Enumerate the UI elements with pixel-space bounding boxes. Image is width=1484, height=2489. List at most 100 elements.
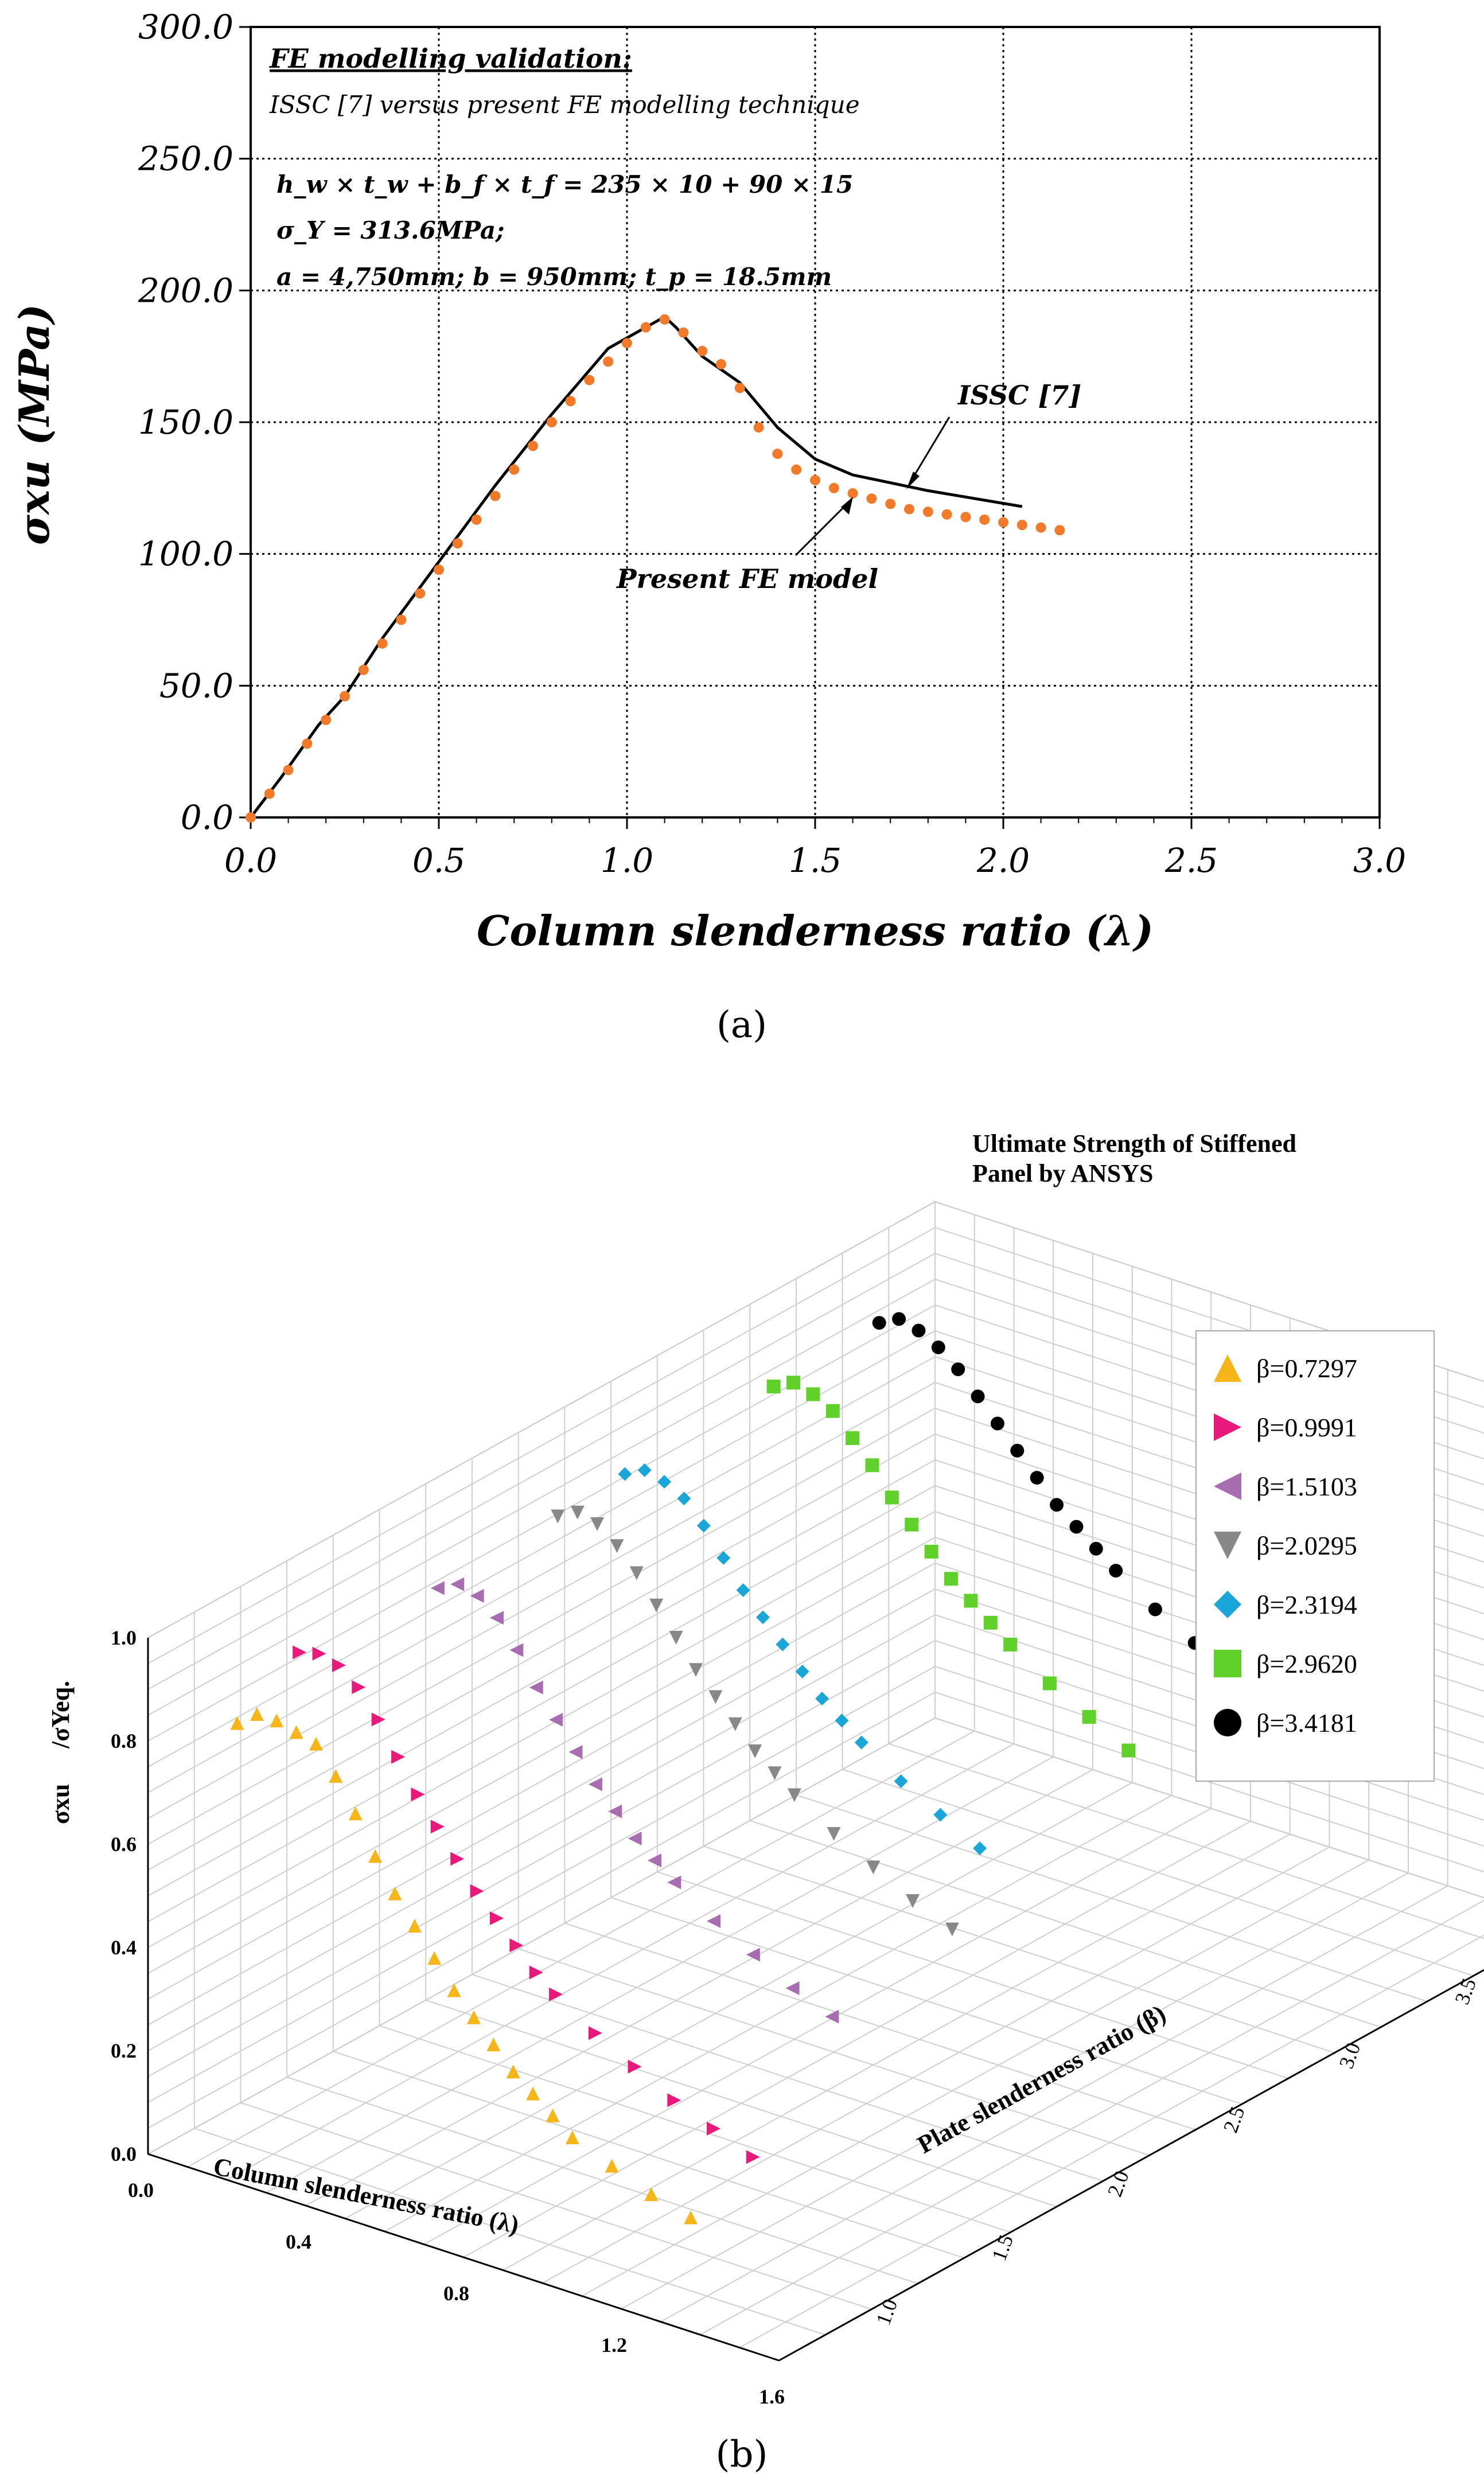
- panel-b-legend-marker: [1214, 1591, 1241, 1618]
- panel-a-series: [246, 314, 1065, 823]
- panel-b-point: [565, 2130, 579, 2145]
- panel-b-legend-marker: [1214, 1473, 1241, 1500]
- panel-b-legend-marker: [1214, 1532, 1241, 1559]
- panel-b-floor-gridline: [286, 2076, 918, 2284]
- panel-b-point: [470, 1589, 484, 1603]
- panel-b-point: [795, 1664, 809, 1678]
- panel-b-back-gridline: [934, 1201, 1484, 1382]
- panel-b-point: [309, 1736, 323, 1751]
- panel-b-floor-gridline: [518, 1948, 1150, 2156]
- panel-b-floor-gridline: [503, 1833, 1291, 2271]
- panel-b-point: [486, 2038, 501, 2052]
- panel-b-point: [677, 1491, 691, 1506]
- panel-b-point: [894, 1774, 908, 1789]
- panel-a-fe-point: [998, 517, 1008, 528]
- panel-a-fe-point: [622, 338, 632, 349]
- panel-a-fe-point: [302, 738, 313, 749]
- panel-b-floor-gridline: [463, 1821, 1251, 2258]
- panel-b-point: [885, 1490, 899, 1505]
- panel-b-floor-gridline: [194, 2128, 826, 2336]
- panel-b-left-gridline: [147, 1279, 936, 1716]
- panel-b-point: [647, 1853, 661, 1868]
- panel-b-point: [588, 1777, 602, 1791]
- panel-b-left-gridline: [147, 1434, 936, 1871]
- panel-b-point: [628, 2059, 642, 2074]
- panel-b-x-tick-label: 0.4: [286, 2230, 311, 2253]
- panel-b-point: [785, 1981, 800, 1996]
- panel-a-fe-point: [960, 512, 971, 523]
- panel-b-z-tick-label: 0.2: [111, 2039, 137, 2062]
- panel-b-x-tick-label: 0.8: [443, 2282, 469, 2305]
- panel-a-fe-point: [490, 490, 501, 501]
- panel-a-x-axis-label: Column slenderness ratio (λ): [477, 906, 1154, 955]
- panel-b-point: [1069, 1520, 1084, 1534]
- panel-b-point: [708, 1690, 723, 1704]
- panel-b-floor-gridline: [564, 1922, 1196, 2130]
- panel-b-floor-gridline: [842, 1769, 1474, 1977]
- panel-b-floor-gridline: [621, 1872, 1409, 2309]
- panel-b-back-gridline: [934, 1692, 1484, 1873]
- panel-a-y-tick-label: 200.0: [138, 271, 233, 310]
- panel-a-grid: [251, 27, 1380, 817]
- panel-b-point: [766, 1380, 781, 1394]
- panel-b-point: [489, 1911, 504, 1926]
- panel-a-y-tick-label: 100.0: [138, 535, 233, 574]
- panel-a-fe-point: [321, 715, 332, 726]
- panel-a-fe-point: [847, 488, 858, 499]
- panel-b-point: [509, 1938, 524, 1953]
- panel-a-fe-point: [697, 345, 708, 356]
- panel-b-floor-gridline: [227, 1743, 1014, 2180]
- panel-b-point: [892, 1312, 906, 1326]
- panel-b-point: [865, 1458, 879, 1473]
- panel-b-left-gridline: [147, 1330, 936, 1767]
- panel-a-chart: 0.0 0.5 1.0 1.5 2.0 2.5 3.0 0.0 50.0 100.0 150.0 20…: [10, 7, 1406, 955]
- panel-a-y-tick-label: 150.0: [138, 403, 233, 442]
- panel-b-floor-gridline: [703, 1845, 1335, 2054]
- panel-a-fe-point: [885, 498, 896, 509]
- panel-b-point: [329, 1769, 343, 1783]
- panel-b-point: [835, 1713, 849, 1728]
- panel-b-point: [312, 1646, 326, 1661]
- panel-a-fe-point: [584, 375, 595, 385]
- panel-b-point: [1003, 1638, 1018, 1652]
- panel-a-fe-point: [377, 638, 388, 649]
- panel-a-fe-point: [246, 812, 256, 823]
- panel-b-point: [608, 1804, 622, 1818]
- panel-b-point: [825, 1404, 840, 1418]
- panel-a-x-tick-label: 0.0: [224, 841, 277, 880]
- panel-b-point: [1050, 1498, 1064, 1512]
- panel-b-point: [1089, 1541, 1103, 1556]
- panel-b-point: [649, 1598, 664, 1612]
- panel-b-point: [971, 1389, 985, 1404]
- panel-b-floor-gridline: [187, 1730, 975, 2168]
- panel-a-fe-point: [922, 507, 933, 517]
- panel-b-floor-gridline: [739, 1934, 1484, 2348]
- panel-b-title-line1: Ultimate Strength of Stiffened: [972, 1129, 1296, 1158]
- panel-b-z-tick-label: 0.0: [111, 2143, 137, 2165]
- panel-b-point: [447, 1983, 461, 1997]
- panel-b-left-gridline: [147, 1588, 936, 2026]
- panel-a-issc-arrowhead: [906, 472, 920, 489]
- panel-b-left-gridline: [147, 1640, 936, 2077]
- panel-b-floor-gridline: [542, 1847, 1330, 2284]
- panel-b-x-tick-label: 1.6: [759, 2385, 785, 2408]
- panel-b-point: [748, 1744, 762, 1758]
- panel-b-legend-label: β=2.3194: [1256, 1590, 1357, 1619]
- panel-b-point: [427, 1951, 442, 1965]
- panel-b-axis-line: [778, 1969, 1484, 2362]
- panel-a-fe-point: [1035, 522, 1046, 533]
- panel-b-title-line2: Panel by ANSYS: [972, 1159, 1153, 1187]
- panel-b-legend-box: [1195, 1330, 1435, 1782]
- panel-a-x-tick-label: 2.5: [1164, 841, 1218, 880]
- panel-b-point: [289, 1725, 303, 1739]
- panel-b-point: [450, 1852, 465, 1866]
- panel-b-point: [568, 1745, 583, 1759]
- panel-b-left-gridline: [147, 1201, 936, 1638]
- panel-a-fe-point: [1016, 520, 1027, 531]
- panel-a-fe-point: [509, 464, 520, 475]
- panel-b-z-tick-label: 0.4: [111, 1936, 137, 1959]
- panel-a-fe-point: [264, 788, 275, 799]
- panel-b-floor-gridline: [749, 1820, 1381, 2028]
- panel-b-point: [618, 1467, 632, 1481]
- panel-b-floor-gridline: [305, 1769, 1093, 2206]
